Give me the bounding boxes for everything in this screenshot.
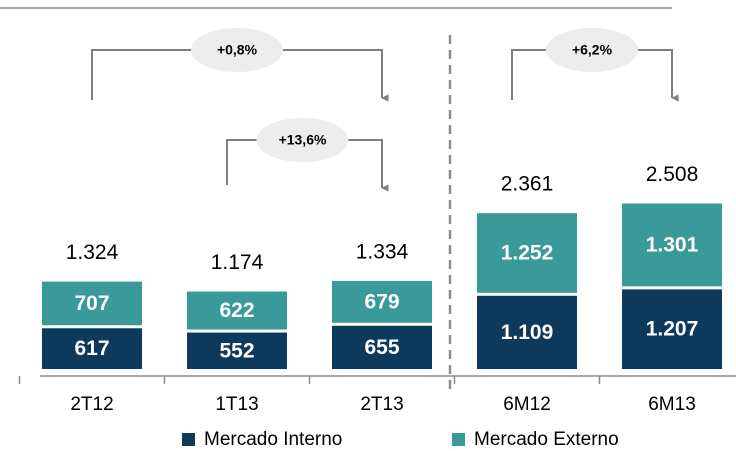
- data-label: 1.252: [501, 242, 554, 265]
- data-label: 679: [364, 290, 399, 313]
- data-label: 655: [364, 336, 399, 359]
- bar-segment: [622, 203, 722, 287]
- legend-label: Mercado Externo: [474, 429, 619, 450]
- bar-segment: [477, 295, 577, 369]
- annotation: +13,6%: [279, 132, 327, 148]
- x-tick-label: 6M12: [503, 394, 551, 415]
- annotation-bubble: [191, 28, 283, 72]
- total-label: 2.361: [501, 173, 554, 196]
- total-label: 1.334: [356, 241, 409, 264]
- legend-label: Mercado Interno: [204, 429, 342, 450]
- data-label: 617: [74, 337, 109, 360]
- annotation-bubble: [546, 28, 638, 72]
- bar-segment: [42, 328, 142, 369]
- data-label: 1.207: [646, 318, 699, 341]
- legend-swatch: [452, 433, 465, 446]
- annotation: +0,8%: [217, 42, 258, 58]
- bar-segment: [332, 325, 432, 369]
- annotation: +6,2%: [572, 42, 613, 58]
- x-tick-label: 2T12: [70, 394, 113, 415]
- bar-segment: [477, 213, 577, 293]
- bar-segment: [622, 289, 722, 369]
- total-label: 1.324: [66, 241, 119, 264]
- total-label: 1.174: [211, 251, 264, 274]
- total-label: 2.508: [646, 163, 699, 186]
- data-label: 622: [219, 299, 254, 322]
- bar-segment: [332, 280, 432, 323]
- x-tick-label: 6M13: [648, 394, 696, 415]
- bar-segment: [187, 291, 287, 330]
- bar-segment: [42, 281, 142, 326]
- data-label: 1.109: [501, 321, 554, 344]
- data-label: 707: [74, 292, 109, 315]
- legend-swatch: [182, 433, 195, 446]
- x-tick-label: 2T13: [360, 394, 403, 415]
- bar-segment: [187, 332, 287, 369]
- annotation-bubble: [256, 118, 349, 162]
- data-label: 552: [219, 339, 254, 362]
- data-label: 1.301: [646, 233, 699, 256]
- x-tick-label: 1T13: [215, 394, 258, 415]
